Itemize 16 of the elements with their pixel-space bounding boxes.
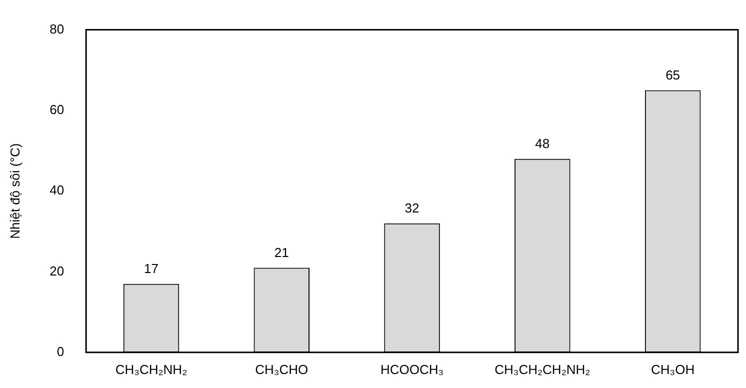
- y-tick-label: 80: [50, 21, 64, 36]
- x-tick-label: CH₃OH: [651, 362, 695, 377]
- data-label: 32: [404, 200, 420, 216]
- data-label: 65: [666, 67, 680, 82]
- y-tick-label: 60: [50, 102, 64, 118]
- x-tick-label: CH₃CH₂CH₂NH₂: [494, 362, 590, 377]
- x-tick-label: CH₃CH₂NH₂: [115, 362, 188, 377]
- y-axis-title: Nhiệt độ sôi (°C): [7, 143, 22, 239]
- data-label: 21: [274, 244, 289, 260]
- x-tick-label: HCOOCH₃: [380, 362, 444, 377]
- y-tick-label: 40: [50, 182, 64, 198]
- x-tick-label: CH₃CHO: [255, 362, 308, 377]
- y-tick-label: 20: [50, 263, 64, 278]
- data-label: 48: [535, 136, 550, 151]
- data-label: 17: [144, 260, 158, 276]
- y-tick-label: 0: [56, 344, 64, 359]
